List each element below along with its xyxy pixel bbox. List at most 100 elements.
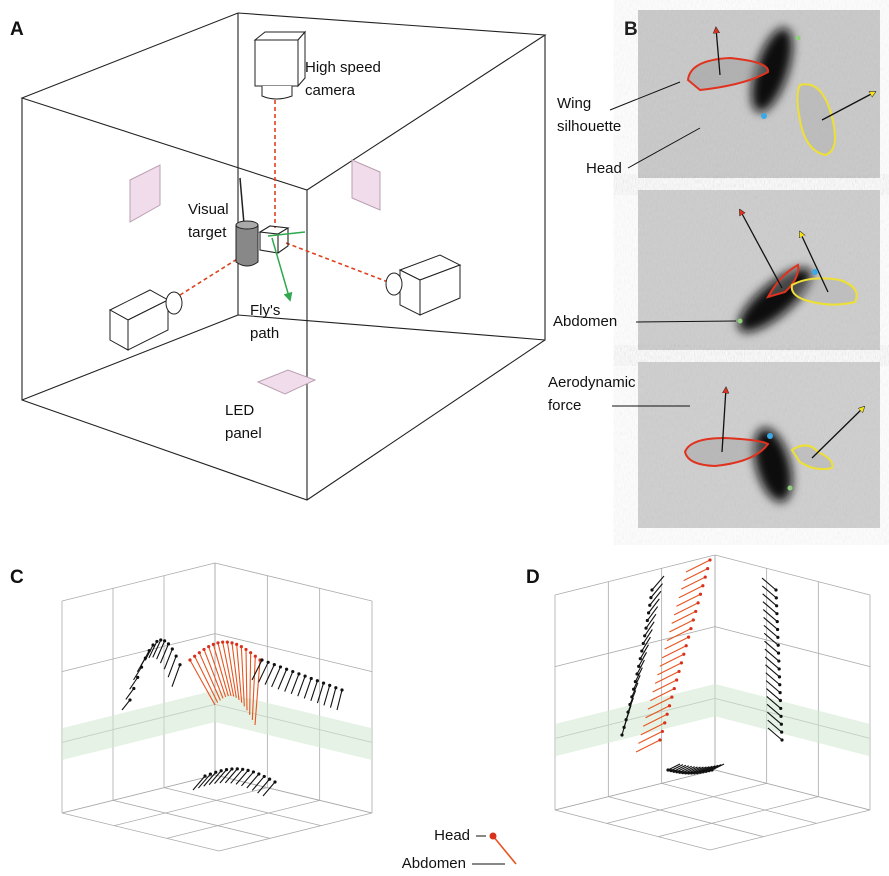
- stick-head: [693, 771, 696, 774]
- label: High speed: [305, 59, 381, 76]
- stick-head: [681, 771, 684, 774]
- stick-head: [178, 663, 181, 666]
- stick: [686, 560, 710, 572]
- stick-head: [666, 768, 669, 771]
- grid-line: [215, 563, 372, 601]
- stick-head: [193, 655, 196, 658]
- legend-dot: [490, 833, 497, 840]
- frame: [638, 190, 880, 350]
- stick-head: [710, 768, 713, 771]
- grid-line: [167, 800, 320, 838]
- stick-head: [777, 659, 780, 662]
- stick-head: [646, 619, 649, 622]
- stick-head: [230, 641, 233, 644]
- stick: [126, 688, 134, 699]
- stick-head: [163, 639, 166, 642]
- stick: [285, 672, 293, 692]
- label: LED: [225, 402, 254, 419]
- stick-head: [273, 663, 276, 666]
- stick: [168, 656, 176, 677]
- stick-head: [675, 678, 678, 681]
- stick-head: [775, 596, 778, 599]
- stick-head: [188, 658, 191, 661]
- stick-head: [252, 770, 255, 773]
- stick-head: [340, 688, 343, 691]
- grid-line: [62, 813, 219, 851]
- stick: [763, 610, 777, 622]
- label: path: [250, 325, 279, 342]
- stick-head: [279, 665, 282, 668]
- illustration-circle: [788, 486, 793, 491]
- trajectory-plot: [62, 563, 372, 851]
- stick-head: [687, 771, 690, 774]
- stick: [265, 665, 274, 685]
- grid-line: [555, 627, 715, 667]
- stick-head: [132, 687, 135, 690]
- stick-head: [689, 627, 692, 630]
- stick-head: [777, 644, 780, 647]
- stick: [311, 681, 318, 701]
- illustration-circle: [812, 269, 818, 275]
- stick-head: [225, 768, 228, 771]
- illustration-path: [236, 225, 258, 266]
- stick-head: [669, 769, 672, 772]
- grid-line: [62, 563, 215, 601]
- stick: [765, 657, 779, 669]
- stick: [272, 667, 281, 687]
- stick-head: [666, 713, 669, 716]
- stick-head: [334, 686, 337, 689]
- stick-head: [254, 655, 257, 658]
- stick-head: [241, 768, 244, 771]
- stick-head: [708, 558, 711, 561]
- label: Aerodynamic: [548, 374, 636, 391]
- trajectory-plot: [555, 555, 870, 850]
- stick: [665, 637, 689, 649]
- stick: [291, 674, 299, 694]
- shading: [715, 684, 870, 756]
- illustration-ellipse: [386, 273, 402, 295]
- stick: [324, 685, 330, 705]
- stick-head: [244, 648, 247, 651]
- stick-head: [634, 680, 637, 683]
- stick-head: [680, 661, 683, 664]
- illustration-polygon: [130, 165, 160, 222]
- stick-head: [692, 618, 695, 621]
- stick-head: [291, 670, 294, 673]
- stick-head: [779, 691, 782, 694]
- stick: [766, 681, 780, 693]
- stick-head: [685, 644, 688, 647]
- stick-head: [670, 696, 673, 699]
- stick: [672, 611, 696, 623]
- stick-head: [626, 711, 629, 714]
- label: force: [548, 397, 581, 414]
- grid-line: [219, 813, 372, 851]
- stick-head: [696, 601, 699, 604]
- stick: [763, 594, 777, 606]
- stick-head: [236, 767, 239, 770]
- label: Wing: [557, 95, 591, 112]
- stick-head: [644, 627, 647, 630]
- stick-head: [699, 593, 702, 596]
- stick: [330, 688, 335, 708]
- stick-head: [678, 771, 681, 774]
- figure: A B C D High speed camera Visual: [0, 0, 889, 876]
- stick: [764, 617, 778, 629]
- stick-head: [267, 661, 270, 664]
- stick: [172, 665, 180, 687]
- stick-head: [694, 610, 697, 613]
- stick-head: [632, 688, 635, 691]
- stick-head: [778, 675, 781, 678]
- stick: [247, 774, 259, 788]
- stick-head: [778, 683, 781, 686]
- stick-head: [707, 769, 710, 772]
- stick: [653, 680, 677, 692]
- stick-head: [647, 611, 650, 614]
- stick-head: [155, 640, 158, 643]
- illustration-line: [240, 178, 244, 224]
- grid-line: [715, 770, 870, 810]
- stick-head: [642, 642, 645, 645]
- illustration-path: [262, 86, 292, 99]
- stick: [684, 569, 708, 581]
- grid-line: [113, 800, 270, 838]
- stick-head: [624, 718, 627, 721]
